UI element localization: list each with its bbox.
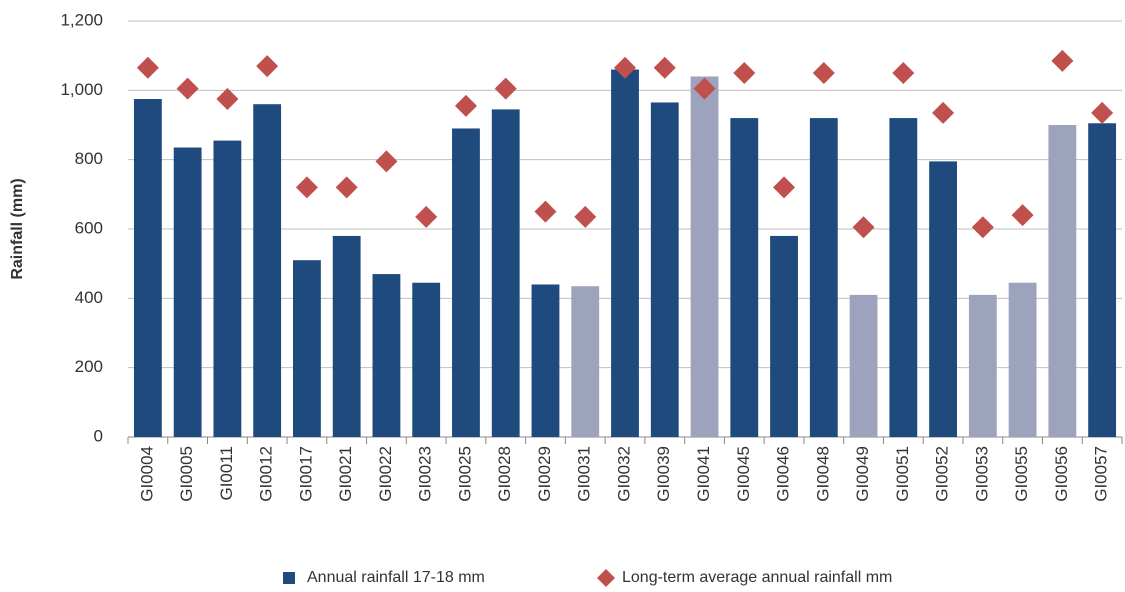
diamond-marker bbox=[256, 55, 279, 78]
y-tick-label: 1,000 bbox=[60, 80, 103, 99]
x-tick-label: GI0051 bbox=[893, 446, 912, 502]
x-tick-label: GI0055 bbox=[1012, 446, 1031, 502]
legend-marker bbox=[283, 572, 295, 584]
diamond-marker bbox=[892, 62, 915, 84]
diamond-marker bbox=[614, 56, 636, 79]
x-tick-label: GI0029 bbox=[535, 446, 554, 502]
x-tick-label: GI0057 bbox=[1092, 446, 1111, 502]
x-tick-label: GI0021 bbox=[336, 446, 355, 502]
y-tick-label: 1,200 bbox=[60, 10, 103, 29]
diamond-marker bbox=[494, 77, 517, 100]
bar bbox=[173, 147, 202, 438]
diamond-marker bbox=[454, 94, 477, 117]
diamond-marker bbox=[1051, 49, 1074, 72]
bar bbox=[1048, 125, 1077, 437]
x-tick-label: GI0004 bbox=[137, 446, 156, 502]
diamond-marker bbox=[136, 56, 159, 79]
legend-label: Annual rainfall 17-18 mm bbox=[307, 569, 485, 586]
x-tick-label: GI0005 bbox=[177, 446, 196, 502]
x-tick-label: GI0025 bbox=[455, 446, 474, 502]
y-tick-label: 800 bbox=[75, 149, 103, 168]
diamond-marker bbox=[335, 176, 358, 199]
x-tick-label: GI0017 bbox=[296, 446, 315, 502]
x-tick-label: GI0039 bbox=[654, 446, 673, 502]
y-axis-label: Rainfall (mm) bbox=[9, 178, 26, 279]
diamond-marker bbox=[932, 101, 955, 124]
diamond-marker bbox=[773, 176, 796, 199]
bar bbox=[293, 260, 321, 437]
bar bbox=[730, 118, 759, 438]
bar bbox=[929, 161, 957, 437]
x-tick-label: GI0048 bbox=[813, 446, 832, 502]
diamond-marker bbox=[812, 62, 835, 84]
x-tick-label: GI0023 bbox=[416, 446, 435, 502]
bar bbox=[372, 274, 401, 437]
bar bbox=[332, 235, 361, 437]
diamond-marker bbox=[375, 150, 398, 173]
bar bbox=[1088, 123, 1117, 438]
bar bbox=[849, 294, 878, 437]
diamond-marker bbox=[574, 205, 597, 228]
x-tick-label: GI0056 bbox=[1052, 446, 1071, 502]
legend-marker bbox=[597, 569, 615, 587]
bar bbox=[531, 284, 560, 437]
legend-label: Long-term average annual rainfall mm bbox=[622, 569, 892, 586]
x-tick-label: GI0045 bbox=[734, 446, 753, 502]
bar bbox=[809, 118, 838, 438]
x-tick-label: GI0032 bbox=[614, 446, 633, 502]
bar bbox=[770, 235, 798, 437]
bar bbox=[133, 99, 162, 437]
diamond-marker bbox=[1091, 101, 1114, 124]
diamond-marker bbox=[176, 77, 199, 100]
y-tick-label: 0 bbox=[94, 426, 103, 445]
bar bbox=[571, 286, 600, 437]
x-tick-label: GI0053 bbox=[972, 446, 991, 502]
bar bbox=[1008, 282, 1037, 437]
bar bbox=[650, 102, 679, 437]
bar bbox=[968, 294, 997, 437]
y-tick-label: 200 bbox=[75, 357, 103, 376]
bar bbox=[253, 104, 282, 437]
diamond-marker bbox=[1011, 204, 1034, 227]
diamond-marker bbox=[693, 77, 716, 100]
diamond-marker bbox=[216, 88, 239, 110]
diamond-marker bbox=[415, 205, 438, 228]
x-tick-label: GI0052 bbox=[933, 446, 952, 502]
diamond-marker bbox=[852, 216, 875, 239]
diamond-marker bbox=[653, 56, 676, 79]
bar bbox=[690, 76, 719, 437]
x-tick-label: GI0022 bbox=[376, 446, 395, 502]
x-tick-label: GI0028 bbox=[495, 446, 514, 502]
x-tick-label: GI0046 bbox=[774, 446, 793, 502]
diamond-marker bbox=[971, 216, 994, 239]
bar bbox=[452, 128, 480, 437]
y-tick-label: 400 bbox=[75, 288, 103, 307]
bar bbox=[889, 118, 918, 438]
bar bbox=[213, 140, 242, 437]
y-tick-label: 600 bbox=[75, 218, 103, 237]
x-tick-label: GI0012 bbox=[257, 446, 276, 502]
bar bbox=[412, 282, 441, 437]
diamond-marker bbox=[733, 62, 756, 84]
x-tick-label: GI0011 bbox=[217, 446, 236, 501]
x-tick-label: GI0031 bbox=[575, 446, 594, 502]
diamond-marker bbox=[295, 176, 318, 199]
bar bbox=[611, 69, 639, 438]
x-tick-label: GI0049 bbox=[853, 446, 872, 502]
diamond-marker bbox=[534, 200, 557, 223]
x-tick-label: GI0041 bbox=[694, 446, 713, 502]
bar bbox=[491, 109, 520, 438]
